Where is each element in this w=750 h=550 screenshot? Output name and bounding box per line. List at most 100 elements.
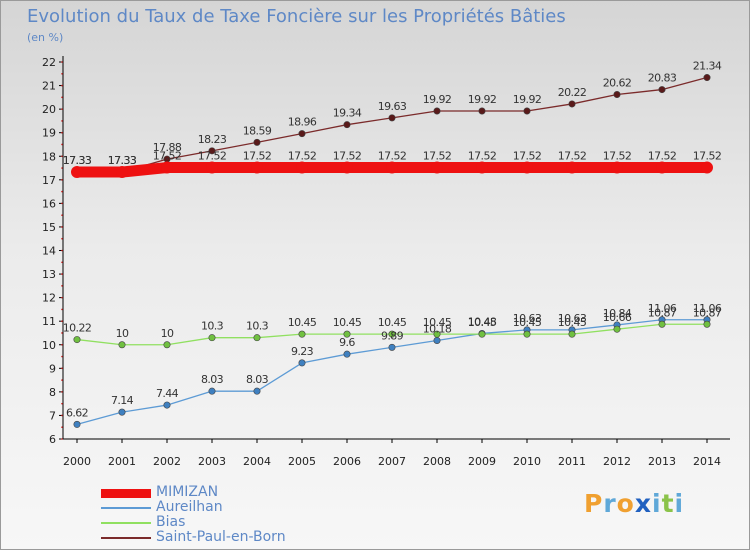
data-label: 17.52 [288,150,317,163]
logo-letter: o [616,489,635,518]
logo-letter: r [603,489,617,518]
y-tick-label: 15 [42,221,56,234]
data-label: 10.3 [246,320,269,333]
legend-label: Aureilhan [156,499,223,515]
data-point [568,330,576,338]
data-label: 17.52 [693,150,722,163]
data-label: 10.45 [378,316,407,329]
data-label: 10.45 [423,316,452,329]
data-point [658,320,666,328]
y-tick-label: 12 [42,292,56,305]
data-point [116,166,128,179]
data-label: 10.84 [603,307,632,320]
data-label: 9.6 [339,336,355,349]
y-minor-dot [61,167,63,169]
data-point [161,161,173,174]
data-label: 10.45 [288,316,317,329]
data-label: 21.34 [693,60,722,73]
data-label: 9.23 [291,345,314,358]
y-minor-dot [61,190,63,193]
data-label: 7.14 [111,394,134,407]
data-label: 10 [161,327,174,340]
data-point [703,74,711,82]
data-label: 8.03 [201,373,224,386]
data-point [433,337,441,345]
data-label: 10.3 [201,320,224,333]
y-tick-label: 22 [42,56,56,69]
data-point [613,325,621,333]
data-point [701,161,713,174]
data-point [566,161,578,174]
y-minor-dot [61,320,63,322]
legend-swatch [101,522,151,524]
data-point [611,161,623,174]
data-point [386,161,398,174]
data-point [163,341,171,349]
data-label: 10.18 [423,323,452,336]
data-point [208,147,216,155]
data-label: 17.52 [378,150,407,163]
y-minor-dot [61,237,63,240]
data-point [478,107,486,115]
x-tick-label: 2006 [333,455,361,468]
y-minor-dot [61,391,63,393]
legend: MIMIZAN Aureilhan Bias Saint-Paul-en-Born [101,484,361,546]
data-point [341,161,353,174]
data-point [343,121,351,129]
data-point [343,330,351,338]
data-point [613,91,621,99]
data-label: 17.33 [63,154,92,167]
legend-item: Saint-Paul-en-Born [101,529,361,546]
data-label: 10.87 [648,306,677,319]
data-label: 17.52 [153,150,182,163]
logo-letter: t [661,489,675,518]
data-label: 19.92 [468,93,497,106]
y-minor-dot [61,249,63,252]
legend-label: Bias [156,514,186,530]
y-tick-label: 10 [42,339,56,352]
data-label: 10 [116,327,129,340]
x-tick-label: 2007 [378,455,406,468]
data-point [73,420,81,428]
data-point [118,408,126,416]
data-label: 10.63 [558,312,587,325]
data-point [656,161,668,174]
x-tick-label: 2005 [288,455,316,468]
logo-letter: x [634,489,652,518]
data-label: 10.45 [333,316,362,329]
y-tick-label: 9 [49,362,56,375]
x-tick-label: 2012 [603,455,631,468]
data-label: 10.45 [558,316,587,329]
data-label: 19.92 [513,93,542,106]
data-point [298,359,306,367]
data-point [163,401,171,409]
data-label: 18.96 [288,116,317,129]
data-point [388,343,396,351]
data-point [658,86,666,94]
y-tick-label: 20 [42,103,56,116]
data-label: 9.89 [381,329,404,342]
data-label: 8.03 [246,373,269,386]
data-point [568,100,576,108]
y-minor-dot [61,214,63,216]
data-point [523,107,531,115]
data-label: 17.52 [603,150,632,163]
data-label: 17.52 [648,150,677,163]
y-tick-label: 16 [42,197,56,210]
data-label: 10.66 [603,311,632,324]
x-tick-label: 2011 [558,455,586,468]
logo-letter: i [652,489,662,518]
data-point [478,330,486,338]
data-label: 19.92 [423,93,452,106]
data-label: 17.33 [63,154,92,167]
y-minor-dot [61,414,63,417]
data-label: 20.83 [648,72,677,85]
x-tick-label: 2008 [423,455,451,468]
data-point [208,334,216,342]
data-label: 20.22 [558,86,587,99]
y-minor-dot [61,202,63,205]
data-point [703,320,711,328]
y-tick-label: 21 [42,80,56,93]
